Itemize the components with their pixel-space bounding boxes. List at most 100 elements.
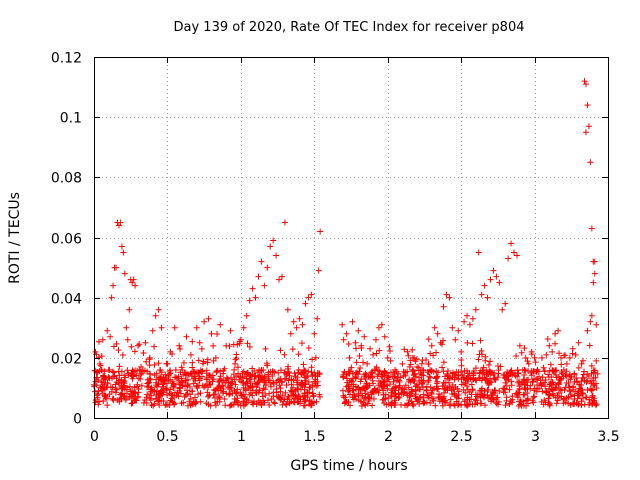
data-point — [109, 368, 116, 375]
data-point — [95, 387, 102, 394]
data-point — [455, 327, 462, 334]
data-point — [416, 400, 423, 407]
data-point — [171, 400, 178, 407]
data-point — [118, 243, 125, 250]
data-point — [478, 291, 485, 298]
data-point — [103, 384, 110, 391]
data-point — [485, 362, 492, 369]
data-point — [124, 386, 131, 393]
data-point — [458, 348, 465, 355]
data-point — [552, 330, 559, 337]
data-point — [196, 339, 203, 346]
data-point — [292, 373, 299, 380]
data-point — [271, 399, 278, 406]
data-point — [458, 368, 465, 375]
data-point — [447, 396, 454, 403]
data-point — [314, 378, 321, 385]
data-point — [264, 264, 271, 271]
data-point — [479, 392, 486, 399]
data-point — [546, 367, 553, 374]
data-point — [277, 367, 284, 374]
data-point — [404, 348, 411, 355]
data-point — [256, 387, 263, 394]
data-point — [512, 372, 519, 379]
data-point — [449, 382, 456, 389]
data-point — [149, 327, 156, 334]
data-point — [155, 381, 162, 388]
data-point — [135, 342, 142, 349]
data-point — [147, 390, 154, 397]
data-point — [515, 379, 522, 386]
data-point — [278, 378, 285, 385]
data-point — [425, 336, 432, 343]
data-point — [591, 400, 598, 407]
data-point — [195, 382, 202, 389]
data-point — [339, 387, 346, 394]
data-point — [349, 375, 356, 382]
data-point — [562, 384, 569, 391]
data-point — [560, 400, 567, 407]
data-point — [227, 384, 234, 391]
data-point — [380, 396, 387, 403]
data-point — [409, 346, 416, 353]
data-point — [268, 383, 275, 390]
data-point — [571, 400, 578, 407]
data-point — [187, 351, 194, 358]
data-point — [164, 360, 171, 367]
data-point — [388, 400, 395, 407]
data-point — [368, 389, 375, 396]
data-point — [300, 370, 307, 377]
data-point — [249, 371, 256, 378]
data-point — [575, 339, 582, 346]
data-point — [232, 356, 239, 363]
data-point — [406, 363, 413, 370]
data-point — [132, 390, 139, 397]
data-point — [275, 393, 282, 400]
data-point — [233, 373, 240, 380]
data-point — [372, 336, 379, 343]
data-point — [313, 382, 320, 389]
data-point — [465, 378, 472, 385]
data-point — [177, 345, 184, 352]
data-point — [372, 367, 379, 374]
data-point — [284, 306, 291, 313]
data-point — [410, 368, 417, 375]
data-point — [589, 393, 596, 400]
data-point — [434, 330, 441, 337]
data-point — [440, 368, 447, 375]
data-point — [197, 367, 204, 374]
data-point — [464, 312, 471, 319]
data-point — [555, 327, 562, 334]
data-point — [582, 129, 589, 136]
data-point — [556, 376, 563, 383]
data-point — [480, 364, 487, 371]
data-point — [151, 343, 158, 350]
data-point — [132, 367, 139, 374]
y-tick-label: 0.1 — [60, 111, 82, 127]
data-point — [428, 342, 435, 349]
data-point — [316, 371, 323, 378]
data-point — [259, 373, 266, 380]
data-point — [392, 383, 399, 390]
data-point — [519, 366, 526, 373]
data-point — [378, 373, 385, 380]
data-point — [128, 373, 135, 380]
data-point — [469, 340, 476, 347]
data-point — [348, 364, 355, 371]
data-point — [458, 362, 465, 369]
data-point — [430, 397, 437, 404]
data-point — [301, 398, 308, 405]
data-point — [545, 395, 552, 402]
data-point — [310, 392, 317, 399]
data-point — [587, 318, 594, 325]
data-point — [398, 386, 405, 393]
data-point — [231, 376, 238, 383]
data-point — [249, 387, 256, 394]
data-point — [586, 342, 593, 349]
data-point — [573, 375, 580, 382]
data-point — [532, 359, 539, 366]
data-point — [227, 327, 234, 334]
data-point — [262, 345, 269, 352]
data-point — [589, 377, 596, 384]
data-point — [531, 354, 538, 361]
